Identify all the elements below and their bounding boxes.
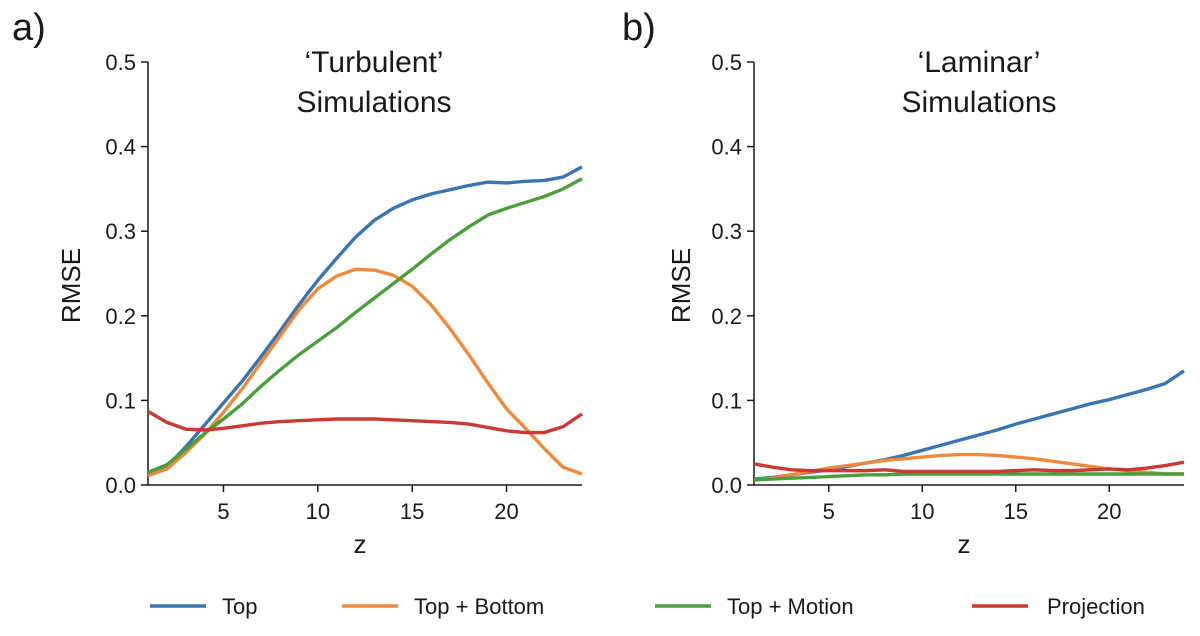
chart-title-line: Simulations <box>901 86 1056 119</box>
y-tick-label: 0.3 <box>711 219 742 244</box>
x-tick-label: 15 <box>400 499 424 524</box>
x-tick-label: 20 <box>494 499 518 524</box>
x-axis-label: z <box>958 529 971 559</box>
y-tick-label: 0.2 <box>711 304 742 329</box>
panel-label: a) <box>12 7 46 49</box>
y-axis-label: RMSE <box>666 248 696 323</box>
y-tick-label: 0.1 <box>105 388 136 413</box>
y-tick-label: 0.5 <box>711 50 742 75</box>
y-tick-label: 0.4 <box>105 135 136 160</box>
legend-label: Top <box>222 594 257 619</box>
x-tick-label: 15 <box>1003 499 1027 524</box>
x-tick-label: 5 <box>823 499 835 524</box>
x-tick-label: 20 <box>1097 499 1121 524</box>
legend-label: Top + Bottom <box>414 594 544 619</box>
series-line-top <box>753 369 1185 481</box>
panel-turbulent: a) ‘Turbulent’ Simulations 0.0 0.1 0.2 0.3 0.4 0… <box>12 7 583 559</box>
panel-label: b) <box>622 7 656 49</box>
x-tick-label: 5 <box>217 499 229 524</box>
y-axis-label: RMSE <box>56 248 86 323</box>
y-tick-label: 0.1 <box>711 388 742 413</box>
chart-title-line: ‘Turbulent’ <box>305 46 444 79</box>
y-tick-label: 0.0 <box>105 473 136 498</box>
y-tick-label: 0.2 <box>105 304 136 329</box>
series-line-top-motion <box>147 177 583 474</box>
y-tick-label: 0.4 <box>711 135 742 160</box>
chart-title-line: ‘Laminar’ <box>918 46 1041 79</box>
series-line-top-motion <box>753 472 1184 482</box>
y-tick-label: 0.0 <box>711 473 742 498</box>
y-tick-label: 0.5 <box>105 50 136 75</box>
panel-laminar: b) ‘Laminar’ Simulations 0.0 0.1 0.2 0.3 0.4 0.5… <box>622 7 1185 559</box>
chart-title-line: Simulations <box>296 86 451 119</box>
y-tick-label: 0.3 <box>105 219 136 244</box>
x-tick-label: 10 <box>910 499 934 524</box>
legend-label: Projection <box>1047 594 1145 619</box>
x-axis-label: z <box>354 529 367 559</box>
series-line-projection <box>753 460 1185 474</box>
x-tick-label: 10 <box>306 499 330 524</box>
legend: Top Top + Bottom Top + Motion Projection <box>150 594 1145 619</box>
series-line-projection <box>147 409 583 435</box>
legend-label: Top + Motion <box>727 594 854 619</box>
series-line-top-bottom <box>147 267 583 478</box>
series-line-top <box>147 165 583 476</box>
